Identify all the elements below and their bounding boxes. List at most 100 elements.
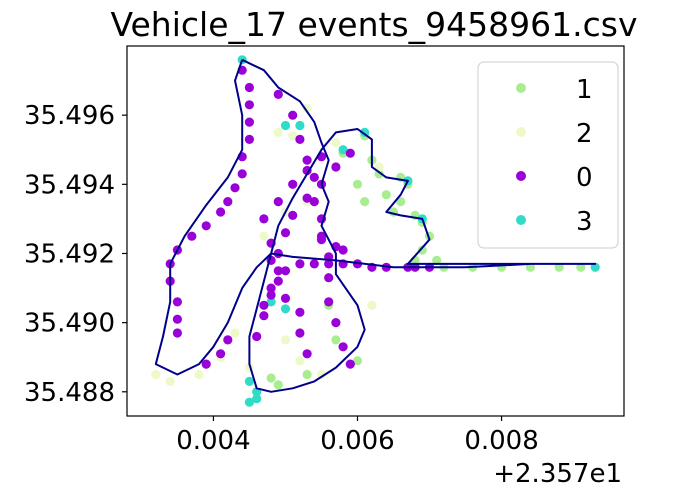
track-line [154, 58, 597, 393]
point-series-0 [230, 183, 240, 193]
point-series-2 [295, 356, 305, 366]
legend-label-2: 2 [576, 119, 593, 149]
series-3 [237, 55, 600, 407]
point-series-0 [244, 100, 254, 110]
x-tick-label: 0.006 [320, 426, 394, 456]
series-0 [165, 65, 435, 369]
x-offset-label: +2.357e1 [493, 459, 622, 489]
point-series-3 [244, 397, 254, 407]
point-series-1 [266, 373, 276, 383]
point-series-3 [590, 262, 600, 272]
series-2 [151, 103, 384, 397]
point-series-2 [367, 300, 377, 310]
point-series-1 [432, 255, 442, 265]
point-series-0 [288, 110, 298, 120]
point-series-0 [266, 290, 276, 300]
point-series-2 [374, 162, 384, 172]
x-axis: 0.004 0.006 0.008 [176, 416, 539, 456]
y-tick-label: 35.490 [24, 309, 115, 339]
point-series-0 [259, 214, 269, 224]
point-series-1 [381, 190, 391, 200]
point-series-0 [345, 359, 355, 369]
point-series-1 [352, 356, 363, 366]
point-series-0 [216, 207, 226, 217]
point-series-1 [352, 179, 363, 189]
y-tick-label: 35.494 [24, 170, 115, 200]
point-series-3 [295, 120, 305, 131]
legend-frame [477, 61, 619, 249]
legend-label-3: 3 [576, 207, 593, 237]
point-series-0 [338, 342, 348, 352]
point-series-0 [237, 169, 247, 179]
point-series-0 [201, 221, 211, 231]
point-series-0 [309, 259, 319, 269]
point-series-1 [273, 380, 283, 390]
y-tick-label: 35.496 [24, 101, 115, 131]
point-series-0 [331, 318, 341, 328]
plot-area [151, 55, 600, 407]
point-series-1 [302, 369, 312, 380]
point-series-2 [230, 328, 240, 338]
point-series-0 [324, 259, 334, 269]
point-series-2 [316, 369, 327, 380]
point-series-0 [172, 328, 182, 338]
y-tick-label: 35.488 [24, 378, 115, 408]
y-axis: 35.488 35.490 35.492 35.494 35.496 [24, 101, 127, 408]
point-series-0 [273, 276, 283, 286]
point-series-0 [288, 179, 298, 189]
legend-label-1: 1 [576, 75, 593, 105]
point-series-2 [273, 127, 283, 137]
point-series-1 [396, 197, 406, 207]
legend: 1 2 0 3 [477, 61, 619, 249]
point-series-1 [331, 335, 341, 345]
point-series-0 [302, 193, 312, 203]
point-series-0 [288, 210, 298, 220]
point-series-0 [172, 297, 182, 307]
point-series-0 [302, 155, 312, 165]
point-series-0 [316, 235, 327, 245]
point-series-0 [345, 148, 355, 158]
legend-label-0: 0 [576, 163, 593, 193]
point-series-0 [201, 359, 211, 369]
y-tick-label: 35.492 [24, 239, 115, 269]
legend-marker-1 [516, 83, 526, 93]
point-series-2 [151, 369, 161, 380]
point-series-0 [331, 162, 341, 172]
point-series-0 [244, 134, 254, 144]
point-series-3 [280, 120, 291, 131]
point-series-3 [280, 304, 291, 314]
legend-marker-3 [516, 215, 526, 225]
point-series-0 [280, 293, 291, 303]
point-series-2 [280, 335, 291, 345]
point-series-3 [244, 376, 254, 386]
point-series-3 [338, 145, 348, 155]
point-series-0 [187, 231, 197, 241]
point-series-0 [295, 259, 305, 269]
point-series-0 [266, 283, 276, 293]
axes-frame [126, 45, 625, 417]
point-series-2 [165, 376, 175, 386]
point-series-0 [172, 314, 182, 324]
point-series-0 [295, 328, 305, 338]
point-series-2 [194, 369, 204, 380]
point-series-0 [280, 266, 291, 276]
point-series-2 [331, 138, 341, 148]
point-series-0 [280, 228, 291, 238]
point-series-0 [259, 311, 269, 321]
x-tick-label: 0.004 [176, 426, 250, 456]
point-series-0 [244, 82, 254, 93]
point-series-1 [417, 245, 427, 255]
point-series-0 [309, 197, 319, 207]
point-series-0 [309, 172, 319, 182]
point-series-0 [324, 273, 334, 283]
point-series-3 [252, 394, 262, 404]
point-series-1 [554, 262, 564, 272]
point-series-0 [252, 331, 262, 342]
point-series-0 [259, 300, 269, 310]
point-series-0 [295, 307, 305, 317]
point-series-0 [295, 134, 305, 144]
point-series-0 [223, 197, 233, 207]
point-series-1 [360, 197, 370, 207]
point-series-0 [324, 297, 334, 307]
